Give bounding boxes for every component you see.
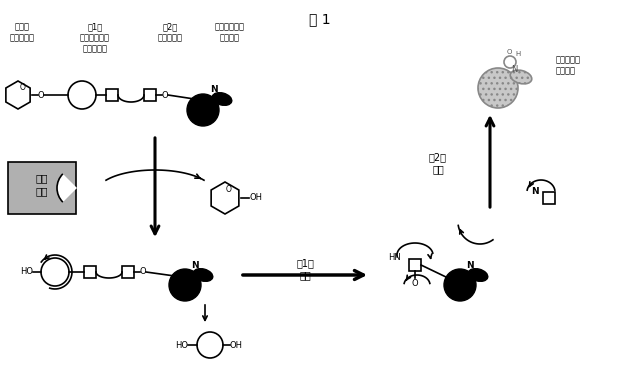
Ellipse shape [468, 269, 488, 281]
Bar [122, 266, 134, 278]
Wedge shape [57, 174, 77, 202]
Text: HN: HN [388, 253, 401, 262]
Text: O: O [38, 91, 45, 99]
Text: N: N [511, 66, 517, 74]
Text: O: O [412, 279, 419, 288]
Circle shape [169, 269, 201, 301]
Text: マスクされた
発蛍光団: マスクされた 発蛍光団 [215, 22, 245, 42]
Text: N: N [466, 262, 474, 270]
Text: OH: OH [230, 341, 243, 349]
Text: O: O [506, 49, 512, 55]
Text: HO: HO [175, 341, 188, 349]
Text: 特定の
グリコシド: 特定の グリコシド [10, 22, 35, 42]
Text: 図 1: 図 1 [309, 12, 331, 26]
Bar [84, 266, 96, 278]
Text: N: N [191, 262, 199, 270]
Bar [8, 162, 76, 214]
Bar [106, 89, 118, 101]
Text: N: N [531, 187, 539, 197]
Bar [144, 89, 156, 101]
Circle shape [478, 68, 518, 108]
Text: N: N [210, 86, 218, 94]
Bar [543, 192, 555, 204]
Circle shape [444, 269, 476, 301]
Text: 標的
酵素: 標的 酵素 [36, 174, 48, 197]
Text: O: O [226, 185, 232, 195]
Ellipse shape [510, 70, 532, 84]
Text: O: O [162, 91, 168, 99]
Text: HO: HO [20, 268, 33, 276]
Text: H: H [515, 51, 520, 57]
Text: O: O [20, 83, 26, 91]
Text: 活性化した
発蛍光団: 活性化した 発蛍光団 [556, 55, 581, 75]
Text: 第1の
分裂: 第1の 分裂 [296, 258, 314, 280]
Bar [409, 259, 421, 271]
Ellipse shape [193, 269, 212, 281]
Text: OH: OH [249, 194, 262, 202]
Circle shape [187, 94, 219, 126]
Text: O: O [140, 268, 147, 276]
Text: 第2の
スペーサー: 第2の スペーサー [157, 22, 182, 42]
Ellipse shape [212, 93, 232, 105]
Text: 第2の
分裂: 第2の 分裂 [429, 152, 447, 174]
Text: 第1の
フレキシブル
スペーサー: 第1の フレキシブル スペーサー [80, 22, 110, 53]
